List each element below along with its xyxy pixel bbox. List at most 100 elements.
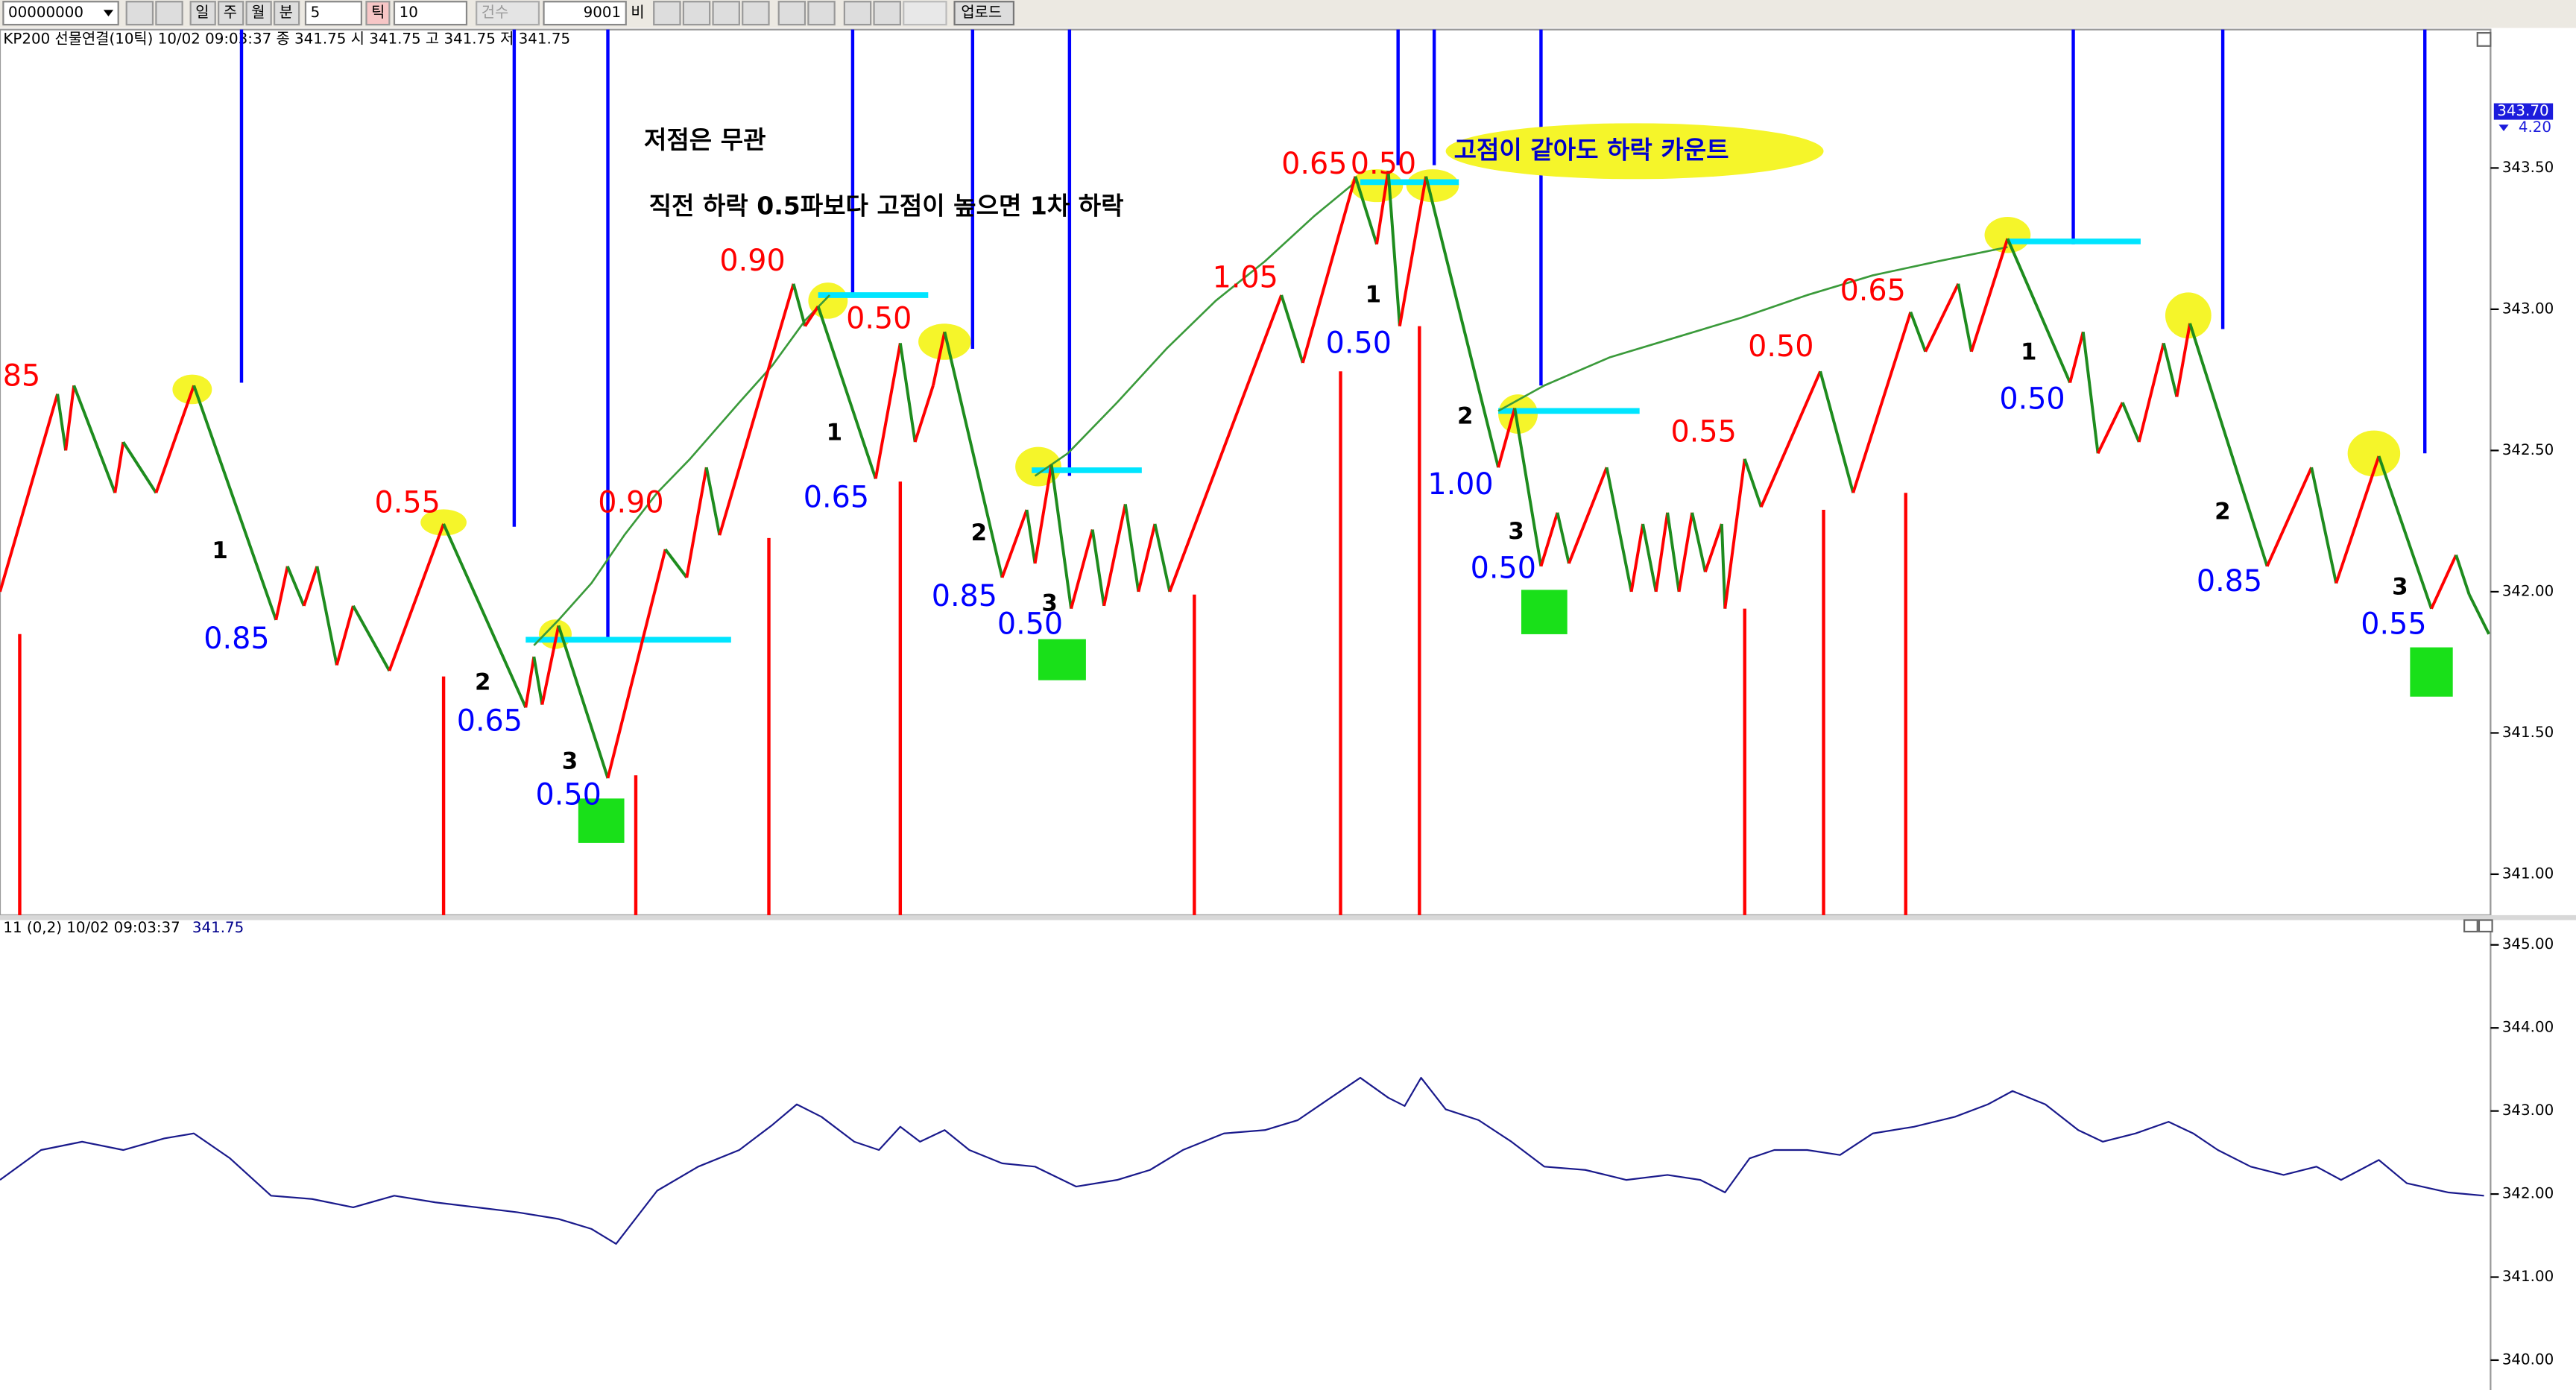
zigzag-segment	[1102, 504, 1127, 607]
zigzag-segment	[1924, 282, 1960, 353]
upload-button[interactable]	[953, 1, 1015, 26]
count: 10	[400, 4, 418, 21]
tool-icon[interactable]	[653, 1, 681, 26]
period-label: 주	[224, 4, 237, 21]
zigzag-segment	[532, 656, 544, 705]
tool-icon[interactable]	[712, 1, 740, 26]
zigzag-segment	[1759, 370, 1822, 508]
zigzag-segment	[2377, 455, 2433, 610]
period-button[interactable]	[218, 1, 244, 26]
wave-label: 1	[827, 419, 842, 446]
tool-icon[interactable]	[903, 1, 947, 26]
zigzag-segment	[1957, 283, 1973, 353]
zigzag-segment	[2068, 331, 2085, 383]
zigzag-segment	[913, 385, 935, 443]
zigzag-segment	[1070, 529, 1094, 610]
period-button[interactable]	[189, 1, 216, 26]
zigzag-segment	[804, 306, 820, 327]
wave-label: 0.85	[932, 579, 997, 613]
code-box[interactable]	[2, 1, 119, 26]
bars-unit: 비	[631, 4, 644, 21]
wave-label: 0.90	[598, 485, 663, 519]
y-tick-label: 342.00	[2502, 1185, 2554, 1202]
tool-icons	[653, 1, 947, 26]
change-label: 4.20	[2519, 119, 2551, 136]
zigzag-segment	[335, 605, 355, 666]
wave-label: 0.55	[2361, 607, 2426, 641]
wave-label: 0.55	[375, 485, 441, 519]
wave-label: 0.65	[1840, 274, 1906, 308]
period-label: 분	[280, 4, 293, 21]
wave-label: .85	[0, 359, 40, 394]
target-box	[2410, 647, 2453, 697]
zigzag-segment	[1723, 458, 1746, 609]
wave-label: 0.50	[536, 778, 602, 812]
code: 00000000	[8, 4, 83, 21]
wave-label: 0.50	[846, 301, 912, 335]
zigzag-segment	[1568, 467, 1609, 564]
zigzag-segment	[113, 441, 125, 493]
zigzag-segment	[943, 331, 1004, 578]
zigzag-segment	[664, 548, 688, 579]
zigzag-segment	[1000, 509, 1029, 578]
zigzag-segment	[2006, 238, 2071, 384]
tool-icon[interactable]	[682, 1, 711, 26]
zigzag-segment	[1629, 523, 1645, 593]
period-button[interactable]	[273, 1, 300, 26]
highlight	[420, 509, 467, 536]
interval-box[interactable]	[304, 1, 362, 26]
zigzag-segment	[557, 625, 610, 779]
zigzag-segment	[931, 331, 947, 386]
wave-label: 3	[562, 748, 578, 774]
wave-label: 1	[2021, 338, 2036, 365]
zigzag-segment	[1137, 523, 1157, 593]
y-tick-label: 341.00	[2502, 1268, 2554, 1285]
highlight	[1498, 394, 1538, 434]
zigzag-segment	[1654, 512, 1670, 593]
y-tick-label: 345.00	[2502, 935, 2554, 953]
zigzag-segment	[1819, 370, 1855, 493]
close-button[interactable]	[2478, 919, 2493, 933]
wave-label: 0.50	[1999, 382, 2065, 416]
zigzag-segment	[192, 385, 278, 621]
zigzag-segment	[1677, 512, 1694, 593]
wave-label: 1.00	[1427, 467, 1493, 502]
minimize-button[interactable]	[2476, 31, 2492, 47]
unit-button[interactable]	[365, 1, 391, 26]
tool-icon[interactable]	[843, 1, 872, 26]
tool-icon[interactable]	[742, 1, 770, 26]
zigzag-segment	[1398, 176, 1428, 326]
zigzag-segment	[1280, 294, 1304, 364]
zigzag-segment	[898, 343, 917, 443]
zigzag-segment	[274, 566, 289, 621]
zigzag-segment	[2455, 555, 2471, 596]
period-button[interactable]	[245, 1, 272, 26]
zigzag-segment	[388, 523, 445, 672]
bars-box[interactable]	[543, 1, 627, 26]
wave-label: 0.90	[719, 244, 785, 278]
zigzag-segment	[1049, 464, 1073, 609]
zigzag-segment	[2096, 402, 2124, 455]
zoom-button[interactable]	[155, 1, 183, 26]
wave-label: 1	[1366, 281, 1381, 308]
change-arrow	[2498, 124, 2509, 132]
y-tick-label: 343.00	[2502, 300, 2554, 317]
wave-label: 2	[971, 519, 987, 546]
zigzag-segment	[1033, 464, 1053, 564]
zigzag-segment	[1852, 312, 1913, 493]
count-type-box[interactable]	[476, 1, 540, 26]
search-button[interactable]	[125, 1, 154, 26]
count-box[interactable]	[393, 1, 468, 26]
zigzag-segment	[1970, 238, 2010, 353]
period-label: 월	[251, 4, 265, 21]
minimize-button[interactable]	[2463, 919, 2478, 933]
tool-icon[interactable]	[873, 1, 901, 26]
zigzag-segment	[1090, 529, 1106, 607]
zigzag-segment	[1743, 458, 1763, 508]
dropdown-arrow	[103, 10, 114, 17]
tool-icon[interactable]	[807, 1, 836, 26]
zigzag-segment	[524, 656, 536, 708]
tool-icon[interactable]	[777, 1, 806, 26]
wave-label: 0.50	[1471, 551, 1536, 585]
